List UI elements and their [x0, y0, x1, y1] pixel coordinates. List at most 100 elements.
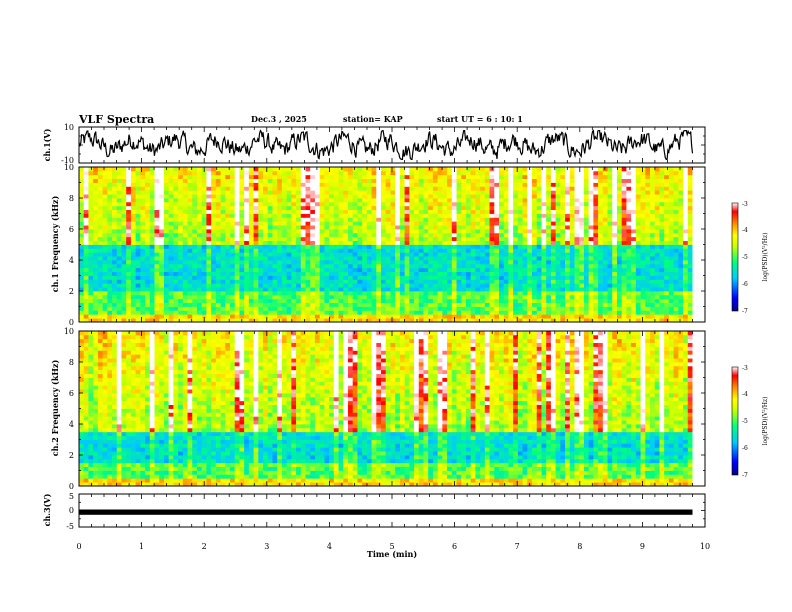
spectrogram-cell [409, 174, 415, 180]
spectrogram-cell [399, 279, 406, 284]
spectrogram-cell [178, 302, 184, 307]
spectrogram-cell [253, 287, 259, 292]
spectrogram-cell [390, 182, 396, 187]
spectrogram-cell [258, 279, 264, 284]
spectrogram-cell [555, 167, 561, 172]
spectrogram-cell [192, 279, 198, 284]
spectrogram-cell [616, 232, 623, 238]
spectrogram-cell [409, 229, 415, 234]
spectrogram-cell [244, 248, 250, 253]
spectrogram-cell [503, 294, 509, 300]
spectrogram-cell [588, 170, 594, 176]
spectrogram-cell [598, 279, 604, 284]
spectrogram-cell [281, 244, 288, 249]
spectrogram-cell [371, 260, 377, 265]
spectrogram-cell [593, 213, 599, 218]
spectrogram-cell [253, 217, 259, 222]
spectrogram-cell [442, 209, 448, 214]
spectrogram-cell [645, 252, 651, 257]
spectrogram-cell [362, 291, 368, 296]
spectrogram-cell [607, 229, 613, 234]
spectrogram-cell [182, 283, 188, 288]
spectrogram-cell [79, 182, 85, 187]
spectrogram-cell [244, 318, 250, 323]
spectrogram-cell [484, 318, 490, 323]
spectrogram-cell [437, 244, 443, 249]
spectrogram-cell [362, 287, 368, 292]
spectrogram-cell [357, 294, 363, 300]
spectrogram-cell [517, 194, 523, 199]
spectrogram-cell [310, 205, 316, 211]
spectrogram-cell [640, 287, 646, 292]
spectrogram-cell [215, 209, 221, 214]
spectrogram-cell [187, 271, 193, 276]
spectrogram-cell [513, 236, 519, 242]
spectrogram-cell [532, 248, 538, 253]
spectrogram-cell [503, 190, 509, 195]
spectrogram-cell [272, 236, 278, 242]
spectrogram-cell [135, 256, 141, 261]
spectrogram-cell [555, 225, 561, 230]
spectrogram-cell [362, 256, 368, 261]
spectrogram-cell [102, 314, 108, 319]
spectrogram-cell [381, 291, 387, 296]
spectrogram-cell [319, 267, 325, 273]
spectrogram-cell [324, 221, 330, 226]
spectrogram-cell [324, 190, 330, 195]
spectrogram-cell [602, 201, 608, 207]
spectrogram-cell [503, 271, 509, 276]
spectrogram-cell [121, 256, 127, 261]
spectrogram-cell [465, 198, 472, 203]
spectrogram-cell [140, 275, 146, 280]
spectrogram-cell [329, 186, 335, 191]
spectrogram-cell [489, 248, 495, 253]
spectrogram-cell [168, 294, 174, 300]
spectrogram-cell [192, 287, 198, 292]
spectrogram-cell [517, 221, 523, 226]
spectrogram-cell [480, 283, 486, 288]
spectrogram-cell [414, 194, 420, 199]
spectrogram-cell [635, 182, 641, 187]
spectrogram-cell [201, 310, 207, 315]
spectrogram-cell [465, 318, 472, 323]
spectrogram-cell [211, 209, 217, 214]
spectrogram-cell [305, 209, 311, 214]
spectrogram-cell [423, 298, 429, 304]
spectrogram-cell [244, 287, 250, 292]
spectrogram-cell [588, 167, 594, 172]
spectrogram-cell [385, 294, 391, 300]
spectrogram-cell [314, 283, 321, 288]
spectrogram-cell [329, 267, 335, 273]
spectrogram-cell [215, 201, 221, 207]
spectrogram-cell [626, 287, 632, 292]
spectrogram-cell [621, 294, 627, 300]
spectrogram-cell [79, 198, 85, 203]
spectrogram-cell [154, 263, 160, 269]
spectrogram-cell [579, 314, 585, 319]
spectrogram-cell [272, 271, 278, 276]
spectrogram-cell [272, 205, 278, 211]
spectrogram-cell [451, 182, 457, 187]
spectrogram-cell [574, 256, 580, 261]
spectrogram-cell [211, 294, 217, 300]
spectrogram-cell [494, 201, 500, 207]
spectrogram-cell [263, 167, 269, 172]
spectrogram-cell [541, 298, 547, 304]
spectrogram-cell [112, 302, 118, 307]
spectrogram-cell [428, 174, 434, 180]
spectrogram-cell [484, 198, 490, 203]
spectrogram-cell [517, 182, 523, 187]
spectrogram-cell [248, 167, 255, 172]
spectrogram-cell [541, 236, 547, 242]
spectrogram-cell [168, 174, 174, 180]
spectrogram-cell [343, 260, 349, 265]
spectrogram-cell [324, 256, 330, 261]
spectrogram-cell [475, 252, 481, 257]
spectrogram-cell [187, 194, 193, 199]
spectrogram-cell [489, 221, 495, 226]
spectrogram-cell [465, 205, 472, 211]
spectrogram-cell [522, 178, 528, 183]
spectrogram-cell [126, 310, 132, 315]
spectrogram-cell [97, 267, 103, 273]
spectrogram-cell [621, 205, 627, 211]
